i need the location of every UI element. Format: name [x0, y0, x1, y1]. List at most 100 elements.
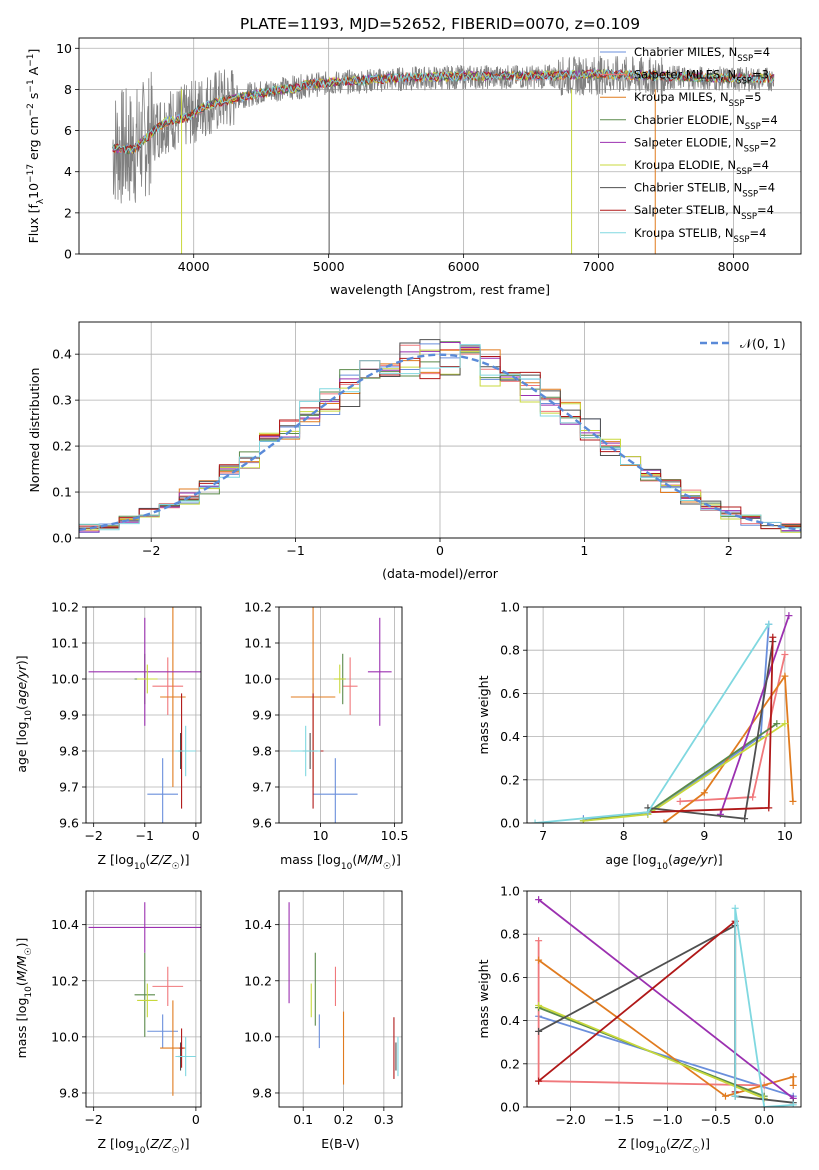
- x-tick-label: 0.1: [293, 1112, 313, 1127]
- label-part: −1: [26, 54, 36, 67]
- legend-label-part: Salpeter ELODIE, N: [634, 135, 744, 149]
- errorbar-point: [152, 966, 184, 1007]
- weight-line: [647, 637, 774, 814]
- y-tick-label: 0.8: [500, 927, 520, 942]
- label-part: (: [14, 981, 29, 986]
- errorbar-point: [342, 657, 358, 715]
- axis-ticks: −2.0 −1.5 −1.0 −0.5 0.0 0.0 0.2 0.4 0.6 0.8 1.0: [500, 884, 774, 1128]
- normal-curve: [79, 353, 801, 532]
- label-part: (: [145, 1136, 150, 1151]
- label-part: mass [log: [280, 852, 341, 867]
- x-tick-label: 10.5: [381, 828, 409, 843]
- axes-frame: [526, 890, 802, 1108]
- y-axis-label: Flux [fλ10−17 erg cm−2 s−1 A−1]: [26, 49, 46, 244]
- axes-frame: [278, 606, 403, 824]
- legend-label-part: SSP: [734, 235, 750, 245]
- x-tick-label: −1: [286, 543, 304, 558]
- y-tick-label: 0.3: [52, 393, 72, 408]
- y-tick-label: 10.0: [51, 672, 79, 687]
- label-part: 10: [654, 1146, 666, 1156]
- y-tick-label: 10.0: [51, 1029, 79, 1044]
- weight_vs_age-plot: [531, 612, 797, 823]
- y-tick-label: 10.1: [244, 636, 272, 651]
- label-part: (: [352, 852, 357, 867]
- label-part: ☉: [172, 1146, 180, 1156]
- label-part: Z/Z: [149, 852, 172, 867]
- mass_vs_Z-axes: −2 09.810.010.210.4Z [log10(Z/Z☉)]mass [l…: [14, 890, 202, 1156]
- x-tick-label: −1: [136, 828, 154, 843]
- label-part: 10: [134, 862, 146, 872]
- axis-ticks: −2 −1 0 1 2 0.0 0.1 0.2 0.3 0.4: [52, 347, 733, 558]
- weight-series: [535, 937, 768, 1089]
- weight-line: [719, 615, 790, 815]
- label-part: ☉: [24, 947, 34, 955]
- y-axis-label: mass weight: [476, 675, 491, 754]
- x-tick-label: 10: [777, 828, 793, 843]
- y-tick-label: 1.0: [500, 600, 520, 615]
- x-axis-label: (data-model)/error: [382, 566, 499, 581]
- y-axis-label: mass [log10(M/M☉)]: [14, 938, 34, 1059]
- axes-frame: [278, 890, 403, 1108]
- errorbar-point: [175, 725, 196, 777]
- legend-label: Salpeter ELODIE, NSSP=2: [634, 135, 777, 154]
- label-part: 10: [657, 862, 669, 872]
- weight-line: [583, 722, 778, 822]
- legend-label-part: Salpeter MILES, N: [634, 68, 736, 82]
- label-part: Z [log: [98, 1136, 134, 1151]
- legend-label: Kroupa MILES, NSSP=5: [634, 90, 761, 109]
- label-part: Z [log: [618, 1136, 654, 1151]
- axis-ticks: 4000 5000 6000 7000 8000 0 2 4 6 8 10: [56, 41, 749, 274]
- residuals-plot: [79, 339, 801, 533]
- weight-line: [663, 673, 794, 823]
- x-axis-label: mass [log10(M/M☉)]: [280, 852, 401, 872]
- errorbar-point: [137, 664, 158, 694]
- label-part: )]: [180, 1136, 190, 1151]
- errorbar-point: [147, 758, 178, 823]
- label-part: (: [145, 852, 150, 867]
- legend-label-part: SSP: [744, 144, 760, 154]
- label-part: )]: [14, 938, 29, 948]
- y-tick-label: 0.6: [500, 970, 520, 985]
- x-tick-label: −1.0: [652, 1112, 682, 1127]
- errorbar-point: [134, 952, 155, 1037]
- legend-label: Chabrier MILES, NSSP=4: [634, 45, 770, 64]
- weight-series: [660, 672, 797, 823]
- label-part: Z [log: [98, 852, 134, 867]
- label-part: (: [14, 705, 29, 710]
- histogram-kroupa-stelib: [79, 344, 801, 531]
- x-axis-label: Z [log10(Z/Z☉)]: [98, 1136, 190, 1156]
- model-spectrum: [112, 68, 774, 154]
- x-tick-label: 0: [192, 1112, 200, 1127]
- label-part: 10: [26, 183, 41, 199]
- y-tick-label: 9.7: [252, 780, 272, 795]
- legend-label-part: SSP: [736, 77, 752, 87]
- legend-label-part: =4: [753, 45, 770, 59]
- axis-ticks: 0.1 0.2 0.3 9.8 10.0 10.2 10.4: [244, 917, 394, 1127]
- axis-ticks: 7 8 9 10 0.0 0.2 0.4 0.6 0.8 1.0: [500, 600, 793, 844]
- y-axis-label: Normed distribution: [27, 368, 42, 493]
- label-part: ☉: [383, 862, 391, 872]
- y-tick-label: 2: [64, 205, 72, 220]
- legend-label-part: =4: [752, 158, 769, 172]
- y-tick-label: 1.0: [500, 884, 520, 899]
- weight-series: [731, 904, 797, 1107]
- spectrum-plot: [112, 55, 775, 254]
- y-tick-label: 10: [56, 41, 72, 56]
- mass_vs_Z-plot: [88, 902, 201, 1096]
- y-tick-label: 4: [64, 164, 72, 179]
- label-part: ☉: [692, 1146, 700, 1156]
- x-tick-label: 0.0: [754, 1112, 774, 1127]
- age_vs_Z-axes: −2 −1 09.69.79.89.910.010.110.2Z [log10(Z/…: [14, 600, 202, 872]
- label-part: 10: [134, 1146, 146, 1156]
- label-part: mass [log: [14, 998, 29, 1059]
- mass_vs_ebv-axes: 0.1 0.2 0.3 9.8 10.0 10.2 10.4 E(B-V): [244, 890, 403, 1151]
- y-tick-label: 0.2: [500, 1056, 520, 1071]
- y-tick-label: 10.4: [244, 917, 272, 932]
- legend-label: Salpeter MILES, NSSP=3: [634, 68, 769, 87]
- y-tick-label: 9.6: [59, 816, 79, 831]
- legend-label-part: Chabrier MILES, N: [634, 45, 737, 59]
- x-tick-label: 0.2: [334, 1112, 354, 1127]
- model-spectrum: [112, 69, 774, 154]
- label-part: ]: [26, 49, 41, 54]
